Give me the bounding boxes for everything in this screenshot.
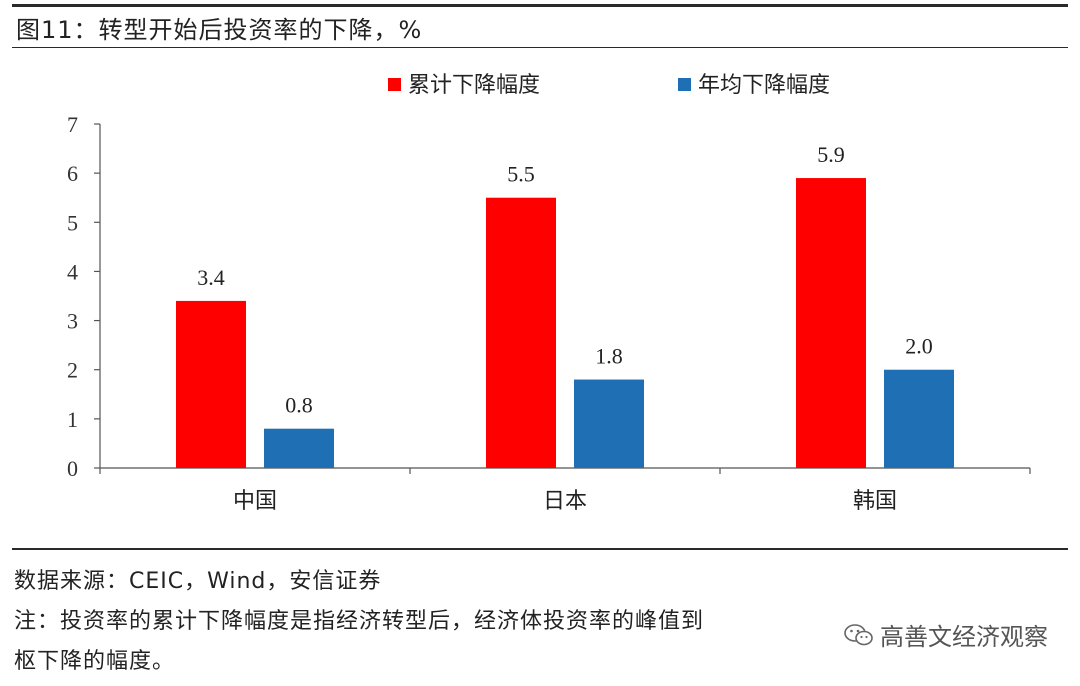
x-category-label: 韩国 [853,489,897,514]
legend-label: 累计下降幅度 [408,73,540,98]
y-tick-label: 5 [67,210,78,235]
bar [574,379,644,468]
data-label: 2.0 [905,334,933,359]
x-category-label: 中国 [233,489,277,514]
bar [176,300,246,468]
y-tick-label: 1 [67,407,78,432]
bar [486,197,556,468]
y-tick-label: 3 [67,309,78,334]
watermark-text: 高善文经济观察 [880,623,1048,651]
bar [264,428,334,468]
y-tick-label: 6 [67,161,78,186]
bar [884,369,954,468]
data-label: 5.9 [817,142,845,167]
top-rule [12,4,1068,7]
figure-title: 图11：转型开始后投资率的下降，% [16,16,423,44]
data-label: 5.5 [507,162,535,187]
data-label: 1.8 [595,344,623,369]
legend-swatch [388,78,401,91]
bottom-rule [12,548,1068,550]
notes-block: 数据来源：CEIC，Wind，安信证券 注：投资率的累计下降幅度是指经济转型后，… [14,562,1064,682]
legend-swatch [678,78,691,91]
y-tick-label: 2 [67,358,78,383]
footnote-line-1: 注：投资率的累计下降幅度是指经济转型后，经济体投资率的峰值到 [14,609,705,634]
data-label: 3.4 [197,265,225,290]
bar-chart: 0 1 2 3 4 5 6 7 3.4 0.8 中国 5.5 1.8 日本 5.9 2.0 韩国 累计下降幅度 年均… [67,73,1031,514]
bar [796,178,866,469]
footnote-line-2: 枢下降的幅度。 [14,649,176,674]
x-category-label: 日本 [543,489,587,514]
legend-label: 年均下降幅度 [698,73,830,98]
y-tick-label: 7 [67,112,78,137]
source-note: 数据来源：CEIC，Wind，安信证券 [14,569,382,594]
data-label: 0.8 [285,393,313,418]
watermark: 高善文经济观察 [840,617,1052,652]
title-rule [12,47,1068,48]
wechat-icon [844,623,873,645]
y-tick-label: 4 [67,259,78,284]
y-tick-label: 0 [67,456,78,481]
